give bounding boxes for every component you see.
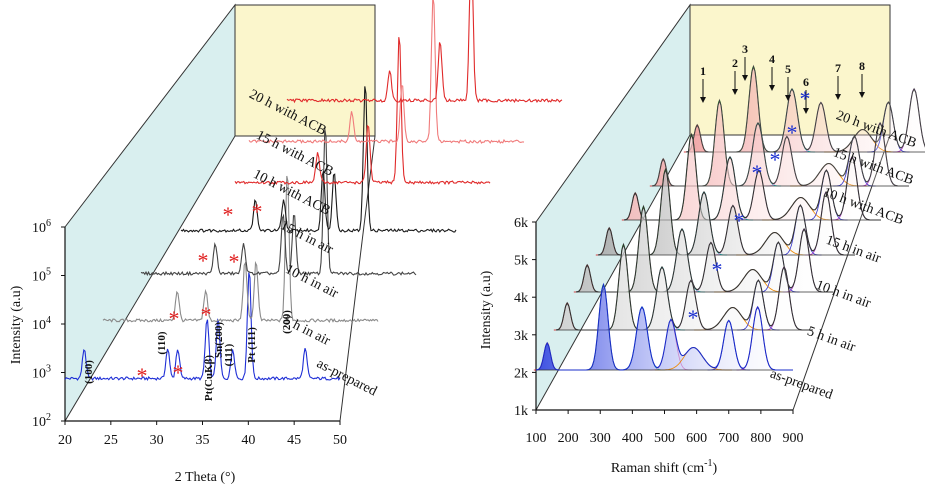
raman-band-number: 8 [859, 59, 865, 73]
raman-x-tick-label: 700 [718, 431, 739, 446]
xrd-y-tick-label: 106 [32, 218, 51, 236]
xrd-x-tick-label: 40 [241, 433, 255, 448]
raman-x-tick-label: 400 [622, 431, 643, 446]
xrd-peak-annotation: Pt (111) [246, 327, 258, 363]
raman-impurity-star-marker: * [688, 305, 699, 330]
xrd-series-line [234, 37, 491, 185]
raman-waterfall-chart: 100 200 300 400 500 600 700 800 900 1k 2k 3k 4k 5k 6k… [479, 3, 925, 476]
raman-band-number: 3 [742, 42, 748, 56]
raman-y-tick-label: 1k [514, 404, 528, 419]
raman-series-line [535, 282, 793, 371]
xrd-impurity-star-marker: * [229, 249, 240, 274]
xrd-series-line [286, 0, 563, 104]
xrd-x-tick-label: 30 [150, 433, 164, 448]
xrd-x-tick-label: 20 [58, 433, 72, 448]
raman-series-line [685, 64, 925, 153]
raman-impurity-star-marker: * [800, 86, 811, 111]
xrd-peak-annotation: Sn(200) [213, 322, 225, 358]
xrd-impurity-star-marker: * [223, 202, 234, 227]
raman-x-tick-label: 900 [783, 431, 804, 446]
raman-band-arrowhead [769, 85, 775, 91]
raman-x-tick-label: 800 [750, 431, 771, 446]
raman-band-number: 4 [769, 52, 775, 66]
raman-y-tick-label: 6k [514, 216, 528, 231]
xrd-peak-annotation: (111) [223, 343, 235, 366]
raman-series-label: 10 h in air [814, 278, 873, 312]
xrd-series-line [248, 0, 525, 144]
xrd-series-label: 10 h in air [283, 262, 341, 301]
xrd-impurity-star-marker: * [137, 363, 148, 388]
xrd-series-line [64, 272, 341, 381]
xrd-x-tick-label: 45 [287, 433, 301, 448]
xrd-y-tick-label: 104 [32, 315, 51, 333]
raman-x-tick-label: 100 [526, 431, 547, 446]
raman-band-arrowhead [742, 75, 748, 81]
raman-series-label: as-prepared [768, 366, 834, 402]
raman-x-tick-label: 200 [558, 431, 579, 446]
raman-band-arrowhead [700, 97, 706, 103]
xrd-peak-annotation: (200) [281, 310, 293, 334]
xrd-x-tick-label: 25 [104, 433, 118, 448]
raman-x-tick-label: 500 [654, 431, 675, 446]
raman-band-number: 7 [835, 61, 841, 75]
raman-x-tick-label: 600 [686, 431, 707, 446]
raman-x-tick-label: 300 [590, 431, 611, 446]
raman-x-axis-label: Raman shift (cm-1) [611, 458, 718, 476]
xrd-impurity-star-marker: * [173, 360, 184, 385]
xrd-waterfall-chart: 20 25 30 35 40 45 50 102 103 104 105 106 2 Theta (… [9, 0, 563, 485]
raman-series-label: 5 h in air [805, 324, 858, 355]
xrd-series-line [140, 129, 417, 277]
raman-y-tick-label: 3k [514, 329, 528, 344]
xrd-peak-annotation: Pt(CuKβ) [203, 355, 215, 401]
raman-band-arrowhead [859, 92, 865, 98]
xrd-series-line [102, 175, 379, 323]
raman-y-tick-label: 4k [514, 291, 528, 306]
xrd-impurity-star-marker: * [201, 302, 212, 327]
raman-impurity-star-marker: * [752, 160, 763, 185]
raman-band-arrowhead [732, 89, 738, 95]
xrd-series-line [180, 86, 457, 233]
xrd-peak-annotation: (100) [83, 360, 95, 384]
raman-band-number: 1 [700, 64, 706, 78]
xrd-floor-right-edge [339, 135, 376, 422]
raman-impurity-star-marker: * [770, 147, 781, 172]
xrd-impurity-star-marker: * [169, 306, 180, 331]
raman-y-axis-label: Intensity (a.u) [479, 270, 494, 349]
xrd-x-tick-label: 50 [333, 433, 347, 448]
raman-impurity-star-marker: * [787, 120, 798, 145]
raman-band-arrowhead [803, 108, 809, 114]
xrd-y-tick-label: 103 [32, 364, 51, 382]
xrd-y-tick-label: 105 [32, 267, 51, 285]
raman-band-number: 2 [732, 56, 738, 70]
raman-band-number: 6 [803, 75, 809, 89]
raman-y-tick-label: 5k [514, 254, 528, 269]
xrd-x-tick-label: 35 [196, 433, 210, 448]
xrd-y-tick-label: 102 [32, 412, 51, 430]
raman-band-arrowhead [785, 95, 791, 101]
raman-y-tick-label: 2k [514, 366, 528, 381]
raman-band-number: 5 [785, 62, 791, 76]
xrd-y-axis-label: Intensity (a.u) [9, 285, 24, 364]
raman-impurity-star-marker: * [712, 257, 723, 282]
xrd-impurity-star-marker: * [198, 248, 209, 273]
xrd-impurity-star-marker: * [252, 199, 263, 224]
raman-impurity-star-marker: * [734, 208, 745, 233]
xrd-peak-annotation: (110) [156, 331, 168, 355]
xrd-x-axis-label: 2 Theta (°) [175, 470, 236, 485]
raman-band-arrowhead [835, 94, 841, 100]
